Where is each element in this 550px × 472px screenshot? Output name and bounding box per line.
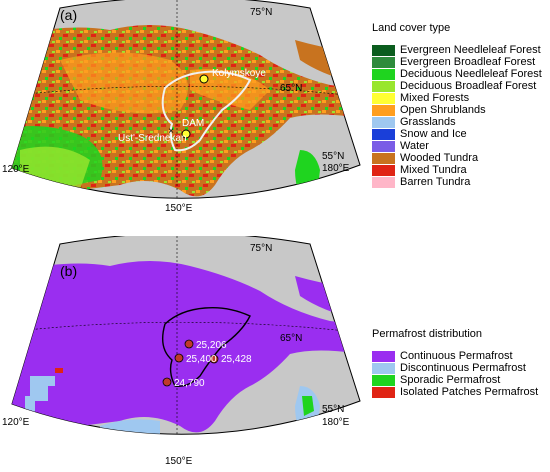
legend-label: Evergreen Broadleaf Forest xyxy=(400,56,536,68)
legend-swatch xyxy=(372,80,395,92)
permafrost-map: 25,206 25,400 25,428 24,790 75°N 65°N 55… xyxy=(2,236,361,467)
station-marker xyxy=(162,377,172,387)
legend-swatch xyxy=(372,56,395,68)
station-label: 24,790 xyxy=(174,378,205,389)
lon-label-180: 180°E xyxy=(322,163,350,174)
legend-swatch xyxy=(372,128,395,140)
legend-item: Mixed Tundra xyxy=(372,164,542,176)
lat-label-75: 75°N xyxy=(250,243,272,254)
lon-label-180: 180°E xyxy=(322,417,350,428)
legend-item: Discontinuous Permafrost xyxy=(372,362,538,374)
legend-item: Deciduous Needleleaf Forest xyxy=(372,68,542,80)
site-label-ust-srednekan: Ust'-Srednekan xyxy=(118,133,187,144)
legend-label: Deciduous Broadleaf Forest xyxy=(400,80,537,92)
legend-title: Permafrost distribution xyxy=(372,328,483,340)
continuous-permafrost-area xyxy=(12,261,360,435)
legend-label: Open Shrublands xyxy=(400,104,486,116)
legend-label: Sporadic Permafrost xyxy=(400,374,501,386)
legend-item: Continuous Permafrost xyxy=(372,350,538,362)
legend-item: Evergreen Needleleaf Forest xyxy=(372,44,542,56)
land-cover-legend: Land cover type Evergreen Needleleaf For… xyxy=(372,22,542,188)
legend-item: Deciduous Broadleaf Forest xyxy=(372,80,542,92)
legend-swatch xyxy=(372,68,395,80)
shrub-patch xyxy=(60,52,188,114)
legend-swatch xyxy=(372,362,395,374)
land-cover-map: × Kolymskoye DAM Ust'-Srednekan 75°N 65°… xyxy=(2,0,361,214)
lon-label-150: 150°E xyxy=(165,456,193,467)
legend-swatch xyxy=(372,140,395,152)
isolated-patch xyxy=(55,368,63,373)
site-label-kolymskoye: Kolymskoye xyxy=(212,68,266,79)
legend-swatch xyxy=(372,374,395,386)
legend-title: Land cover type xyxy=(372,22,451,34)
site-label-dam: DAM xyxy=(182,118,204,129)
legend-swatch xyxy=(372,176,395,188)
site-marker-kolymskoye xyxy=(199,74,209,84)
legend-swatch xyxy=(372,350,395,362)
site-marker-dam xyxy=(181,129,191,139)
station-marker xyxy=(209,354,219,364)
legend-label: Isolated Patches Permafrost xyxy=(400,386,539,398)
discontinuous-patch xyxy=(25,376,55,414)
legend-swatch xyxy=(372,92,395,104)
legend-swatch xyxy=(372,44,395,56)
lat-label-65: 65°N xyxy=(280,83,302,94)
site-marker-ust-srednekan: × xyxy=(168,126,174,137)
lat-label-75: 75°N xyxy=(250,7,272,18)
permafrost-legend: Permafrost distribution Continuous Perma… xyxy=(372,328,538,398)
legend-label: Evergreen Needleleaf Forest xyxy=(400,44,541,56)
discontinuous-patch xyxy=(100,419,160,435)
legend-item: Water xyxy=(372,140,542,152)
lon-label-120: 120°E xyxy=(2,164,30,175)
legend-item: Sporadic Permafrost xyxy=(372,374,538,386)
legend-label: Water xyxy=(400,140,429,152)
panel-land-cover: × Kolymskoye DAM Ust'-Srednekan 75°N 65°… xyxy=(2,0,542,214)
panel-letter-a: (a) xyxy=(60,7,77,23)
legend-swatch xyxy=(372,152,395,164)
lat-label-65: 65°N xyxy=(280,333,302,344)
lon-label-120: 120°E xyxy=(2,417,30,428)
legend-label: Wooded Tundra xyxy=(400,152,479,164)
legend-item: Barren Tundra xyxy=(372,176,542,188)
legend-item: Evergreen Broadleaf Forest xyxy=(372,56,542,68)
panel-permafrost: 25,206 25,400 25,428 24,790 75°N 65°N 55… xyxy=(0,236,550,472)
legend-label: Mixed Tundra xyxy=(400,164,467,176)
legend-label: Continuous Permafrost xyxy=(400,350,513,362)
panel-letter-b: (b) xyxy=(60,263,77,279)
isolated-patch xyxy=(300,424,310,430)
legend-item: Isolated Patches Permafrost xyxy=(372,386,538,398)
station-label: 25,206 xyxy=(196,340,227,351)
legend-swatch xyxy=(372,164,395,176)
lat-label-55: 55°N xyxy=(322,404,344,415)
basin-outline xyxy=(161,70,252,152)
sporadic-patch xyxy=(302,396,314,416)
station-label: 25,400 xyxy=(186,354,217,365)
legend-item: Open Shrublands xyxy=(372,104,542,116)
station-marker xyxy=(184,339,194,349)
legend-label: Deciduous Needleleaf Forest xyxy=(400,68,542,80)
legend-swatch xyxy=(372,116,395,128)
legend-label: Barren Tundra xyxy=(400,176,471,188)
legend-swatch xyxy=(372,386,395,398)
legend-item: Wooded Tundra xyxy=(372,152,542,164)
legend-item: Grasslands xyxy=(372,116,542,128)
legend-item: Mixed Forests xyxy=(372,92,542,104)
legend-label: Grasslands xyxy=(400,116,456,128)
lat-label-55: 55°N xyxy=(322,151,344,162)
station-marker xyxy=(174,353,184,363)
legend-label: Discontinuous Permafrost xyxy=(400,362,526,374)
lat-line-65 xyxy=(12,85,360,99)
station-label: 25,428 xyxy=(221,354,252,365)
legend-label: Mixed Forests xyxy=(400,92,470,104)
legend-item: Snow and Ice xyxy=(372,128,542,140)
legend-swatch xyxy=(372,104,395,116)
legend-label: Snow and Ice xyxy=(400,128,467,140)
lat-line-65 xyxy=(12,321,360,335)
lon-label-150: 150°E xyxy=(165,203,193,214)
